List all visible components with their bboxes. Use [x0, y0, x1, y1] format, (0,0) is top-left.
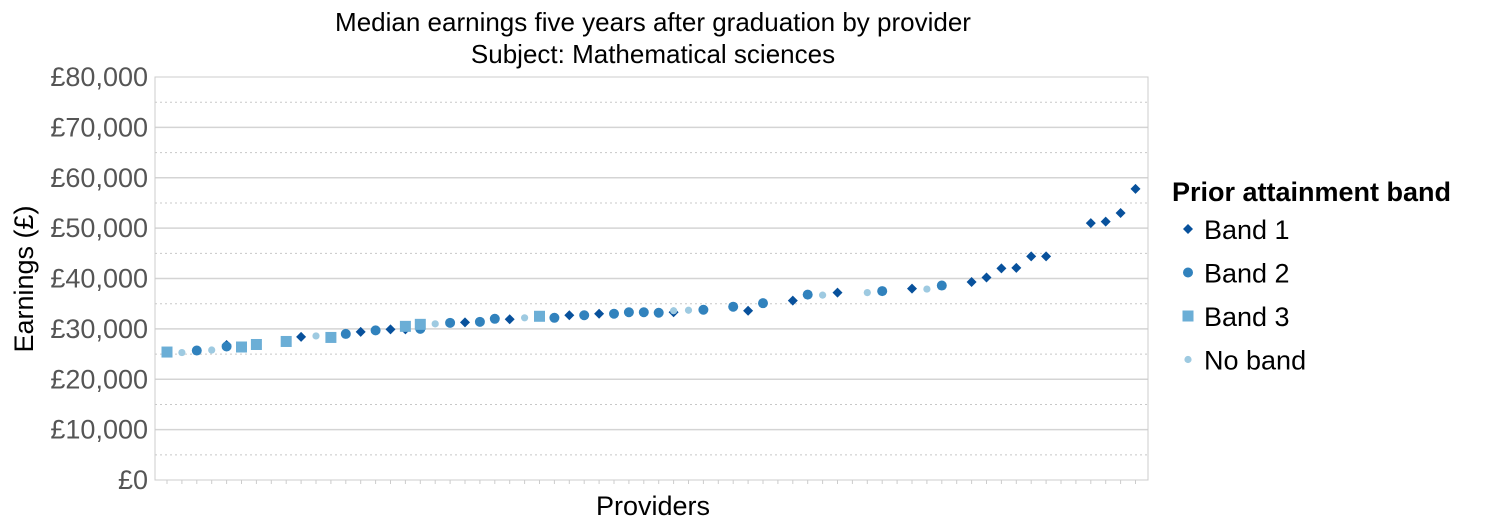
y-tick-label: £70,000 [50, 112, 148, 142]
legend: Prior attainment band Band 1 Band 2 Band 3… [1172, 177, 1451, 376]
y-axis-ticks: £0 £10,000 £20,000 £30,000 £40,000 £50,000 £60… [50, 62, 148, 495]
data-point-noband [208, 346, 216, 354]
data-point-band2 [474, 316, 485, 327]
data-point-noband [178, 348, 186, 357]
data-point-band1 [787, 295, 798, 306]
y-tick-label: £60,000 [50, 163, 148, 193]
y-tick-label: £20,000 [50, 364, 148, 394]
data-point-band1 [1026, 251, 1037, 262]
data-point-noband [863, 289, 871, 297]
data-point-noband [312, 332, 320, 340]
x-axis-ticks [166, 480, 1136, 484]
legend-title: Prior attainment band [1172, 177, 1451, 207]
data-point-noband [923, 285, 931, 293]
data-point-band1 [996, 263, 1007, 274]
legend-marker-band2 [1183, 267, 1193, 278]
y-tick-label: £50,000 [50, 213, 148, 243]
data-point-band2 [758, 298, 768, 309]
data-point-band1 [385, 324, 396, 335]
data-point-band1 [981, 272, 992, 283]
data-point-band1 [594, 308, 605, 319]
legend-label-noband: No band [1204, 346, 1306, 376]
data-point-band1 [743, 305, 754, 316]
data-point-band2 [623, 307, 634, 318]
data-point-band2 [698, 304, 709, 315]
data-point-band2 [936, 280, 947, 291]
legend-items: Band 1 Band 2 Band 3 No band [1182, 215, 1306, 376]
data-point-band1 [1130, 183, 1141, 194]
data-point-band1 [1115, 208, 1126, 219]
y-tick-label: £0 [118, 465, 148, 495]
chart-subtitle: Subject: Mathematical sciences [471, 39, 835, 69]
data-point-band2 [579, 310, 590, 321]
legend-label-band1: Band 1 [1204, 215, 1290, 245]
data-point-band2 [653, 307, 664, 318]
chart-title: Median earnings five years after graduat… [335, 7, 971, 37]
data-point-band1 [966, 277, 977, 288]
data-point-band2 [489, 313, 500, 324]
y-tick-label: £80,000 [50, 62, 148, 92]
data-point-band3 [280, 335, 292, 347]
data-point-band2 [877, 286, 888, 297]
data-point-band1 [1011, 262, 1022, 273]
x-axis-title: Providers [596, 491, 710, 521]
data-point-band1 [907, 283, 917, 294]
data-point-band2 [340, 328, 351, 339]
data-points [161, 183, 1141, 358]
data-point-band2 [549, 312, 560, 323]
data-point-band3 [399, 320, 411, 332]
data-point-band1 [1100, 216, 1111, 227]
data-point-noband [521, 314, 529, 322]
grid [155, 101, 1148, 456]
data-point-band1 [504, 314, 515, 325]
legend-marker-band3 [1182, 310, 1194, 322]
y-tick-label: £40,000 [50, 264, 148, 294]
data-point-noband [670, 307, 678, 315]
data-point-band1 [564, 310, 575, 321]
data-point-band2 [609, 308, 619, 319]
plot-frame [154, 76, 1149, 481]
data-point-band3 [236, 341, 247, 353]
legend-label-band3: Band 3 [1204, 302, 1290, 332]
legend-label-band2: Band 2 [1204, 259, 1290, 289]
y-tick-label: £10,000 [50, 415, 148, 445]
data-point-band3 [161, 346, 173, 358]
data-point-band1 [460, 317, 470, 328]
data-point-band1 [832, 287, 843, 298]
legend-marker-noband [1184, 355, 1192, 364]
legend-marker-band1 [1183, 224, 1193, 234]
data-point-band3 [250, 338, 262, 350]
y-tick-label: £30,000 [50, 314, 148, 344]
data-point-band2 [221, 341, 232, 352]
data-point-band1 [1085, 218, 1096, 229]
data-point-band2 [802, 289, 813, 300]
data-point-noband [819, 291, 827, 299]
data-point-band3 [534, 310, 545, 322]
data-point-band2 [191, 345, 202, 356]
data-point-band3 [414, 318, 426, 330]
data-point-noband [431, 320, 439, 328]
data-point-band2 [370, 325, 381, 336]
data-point-band3 [325, 331, 337, 343]
data-point-noband [684, 306, 693, 314]
data-point-band2 [445, 317, 456, 328]
data-point-band2 [638, 307, 649, 318]
data-point-band1 [296, 331, 307, 342]
data-point-band1 [355, 326, 366, 337]
data-point-band1 [1041, 251, 1052, 262]
data-point-band2 [728, 301, 739, 312]
y-axis-title: Earnings (£) [9, 205, 39, 352]
